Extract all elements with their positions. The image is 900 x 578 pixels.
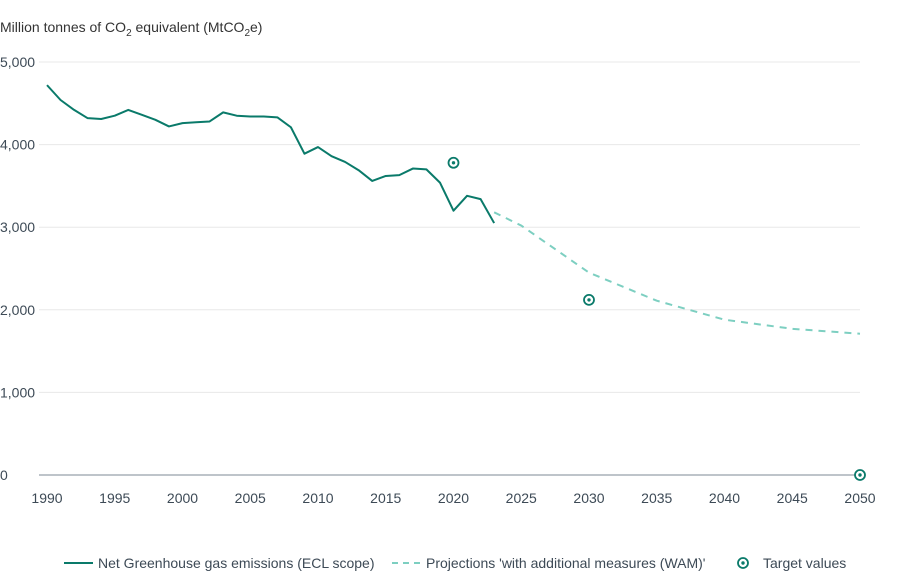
x-tick-label: 2020 <box>438 490 469 506</box>
data-point-net-emissions <box>261 114 267 120</box>
legend: Net Greenhouse gas emissions (ECL scope)… <box>64 555 846 571</box>
data-point-net-emissions <box>315 144 321 150</box>
x-tick-label: 2010 <box>302 490 333 506</box>
target-marker-dot <box>858 473 862 477</box>
data-point-wam-projection <box>518 223 524 229</box>
legend-target-dot <box>741 561 745 565</box>
target-value-marker <box>583 293 595 306</box>
data-point-net-emissions <box>71 107 77 113</box>
data-point-net-emissions <box>85 115 91 121</box>
data-point-net-emissions <box>301 151 307 157</box>
legend-label-wam-projection: Projections 'with additional measures (W… <box>426 555 705 571</box>
data-point-net-emissions <box>207 118 213 124</box>
axes: 0 1,000 2,000 3,000 4,000 5,000 1990 1995 2000 20… <box>0 54 876 506</box>
x-tick-label: 2040 <box>709 490 740 506</box>
data-point-net-emissions <box>139 112 145 118</box>
data-point-net-emissions <box>342 159 348 165</box>
y-tick-label: 2,000 <box>0 302 35 318</box>
data-point-net-emissions <box>288 124 294 130</box>
y-tick-label: 5,000 <box>0 54 35 70</box>
y-tick-label: 4,000 <box>0 137 35 153</box>
data-point-net-emissions <box>152 117 158 123</box>
series-line-net-emissions <box>46 84 496 224</box>
legend-label-net-emissions: Net Greenhouse gas emissions (ECL scope) <box>98 555 375 571</box>
target-value-marker <box>854 469 866 481</box>
x-tick-label: 2005 <box>235 490 266 506</box>
data-point-net-emissions <box>451 208 457 214</box>
data-point-net-emissions <box>383 173 389 179</box>
y-tick-label: 0 <box>0 467 8 483</box>
data-point-net-emissions <box>98 116 104 122</box>
grid-lines <box>39 61 860 393</box>
data-point-wam-projection <box>586 270 592 276</box>
data-point-net-emissions <box>423 166 429 172</box>
legend-label-target-values: Target values <box>763 555 846 571</box>
target-marker-dot <box>451 161 456 165</box>
data-point-net-emissions <box>356 167 362 173</box>
data-point-net-emissions <box>125 107 131 113</box>
x-tick-label: 1995 <box>99 490 130 506</box>
x-tick-label: 2045 <box>777 490 808 506</box>
data-point-net-emissions <box>329 153 335 159</box>
x-tick-label: 2015 <box>370 490 401 506</box>
data-point-net-emissions <box>58 97 64 103</box>
data-point-net-emissions <box>247 114 253 120</box>
data-point-wam-projection <box>722 317 728 323</box>
data-point-net-emissions <box>180 120 186 126</box>
data-point-net-emissions <box>234 113 240 119</box>
data-point-net-emissions <box>220 109 226 115</box>
series-layer <box>44 82 866 481</box>
data-point-net-emissions <box>491 220 497 226</box>
y-tick-label: 1,000 <box>0 384 35 400</box>
x-tick-label: 2035 <box>641 490 672 506</box>
data-point-net-emissions <box>112 113 118 119</box>
target-value-marker <box>447 156 460 169</box>
data-point-net-emissions <box>369 178 375 184</box>
series-line-wam-projection <box>493 211 861 335</box>
x-tick-label: 2025 <box>506 490 537 506</box>
data-point-wam-projection <box>654 298 660 304</box>
x-tick-label: 2050 <box>844 490 875 506</box>
target-marker-dot <box>587 298 591 302</box>
legend-swatch-target-values <box>737 557 749 569</box>
y-axis-label: Million tonnes of CO2 equivalent (MtCO2e… <box>0 19 262 39</box>
data-point-wam-projection <box>857 331 863 337</box>
x-tick-label: 1990 <box>31 490 62 506</box>
data-point-net-emissions <box>437 180 443 186</box>
x-tick-label: 2030 <box>573 490 604 506</box>
data-point-net-emissions <box>44 82 50 88</box>
y-tick-label: 3,000 <box>0 219 35 235</box>
x-tick-label: 2000 <box>167 490 198 506</box>
data-point-wam-projection <box>789 326 795 332</box>
data-point-net-emissions <box>464 193 470 199</box>
data-point-net-emissions <box>193 119 199 125</box>
data-point-net-emissions <box>166 123 172 129</box>
data-point-wam-projection <box>491 209 497 215</box>
data-point-net-emissions <box>478 196 484 202</box>
data-point-net-emissions <box>396 172 402 178</box>
data-point-net-emissions <box>410 166 416 172</box>
data-point-net-emissions <box>274 114 280 120</box>
